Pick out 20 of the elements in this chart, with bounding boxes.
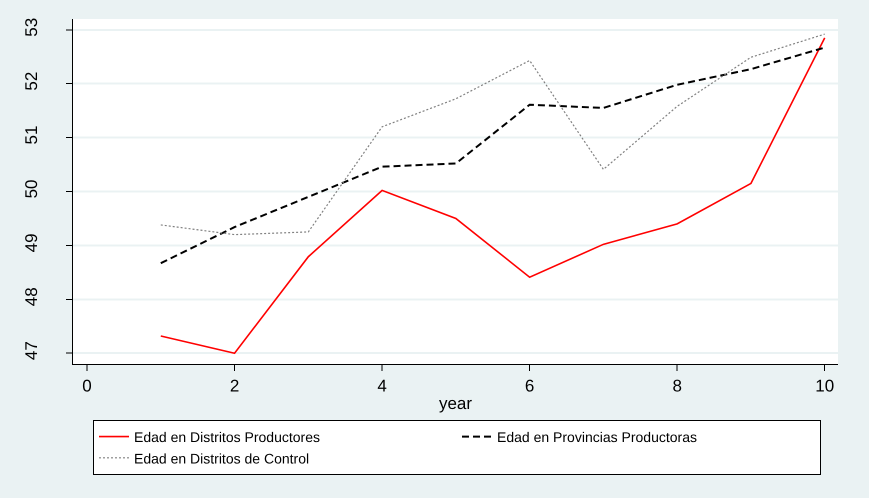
x-tick-label: 0 xyxy=(82,376,92,396)
y-tick-label: 53 xyxy=(22,18,42,37)
line-series xyxy=(160,33,826,236)
y-tick-label: 50 xyxy=(22,179,42,198)
x-tick-label: 8 xyxy=(672,376,682,396)
y-tick-label: 49 xyxy=(22,233,42,252)
x-axis-title: year xyxy=(438,394,472,413)
y-tick-label: 52 xyxy=(22,72,42,91)
legend-label: Edad en Distritos Productores xyxy=(134,429,320,446)
line-series xyxy=(160,37,826,354)
legend-label: Edad en Distritos de Control xyxy=(134,450,310,466)
y-tick-label: 51 xyxy=(22,126,42,144)
y-tick-label: 48 xyxy=(22,287,42,306)
x-tick-label: 10 xyxy=(815,376,834,396)
legend-label: Edad en Provincias Productoras xyxy=(497,429,697,446)
x-tick-label: 4 xyxy=(377,376,387,396)
x-tick-label: 2 xyxy=(230,376,240,396)
x-tick-label: 6 xyxy=(524,376,534,396)
y-tick-label: 47 xyxy=(22,341,42,360)
line-series xyxy=(160,46,826,264)
